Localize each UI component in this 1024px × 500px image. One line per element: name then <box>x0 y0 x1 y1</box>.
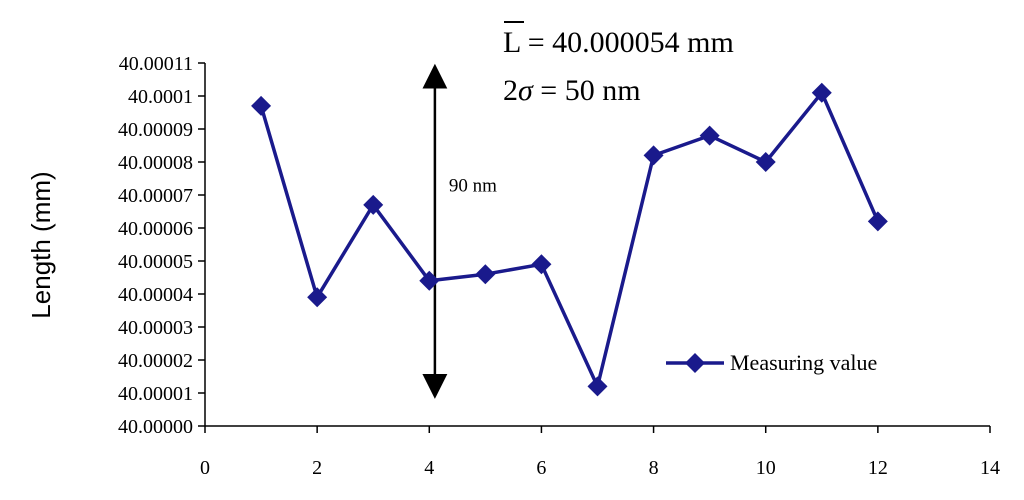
data-point <box>643 145 664 166</box>
x-tick-label: 0 <box>200 457 210 479</box>
y-tick-label: 40.00009 <box>118 119 193 141</box>
y-tick-label: 40.00003 <box>118 317 193 339</box>
y-tick-label: 40.00002 <box>118 350 193 372</box>
mean-value-text: = 40.000054 mm <box>520 26 734 59</box>
axes <box>204 63 990 427</box>
y-tick-label: 40.00007 <box>118 185 193 207</box>
data-point <box>251 95 272 116</box>
data-point <box>363 194 384 215</box>
data-point <box>475 264 496 285</box>
y-ticks: 40.00000 40.00001 40.00002 40.00003 40.00004… <box>118 53 205 438</box>
sigma-symbol: σ <box>518 74 534 107</box>
range-label: 90 nm <box>449 175 497 196</box>
y-tick-label: 40.00001 <box>118 383 193 405</box>
legend-marker <box>685 353 705 373</box>
y-tick-label: 40.00008 <box>118 152 193 174</box>
y-tick-label: 40.0001 <box>128 86 193 108</box>
svg-text:L = 40.000054 mm: L = 40.000054 mm <box>503 26 734 59</box>
x-tick-label: 4 <box>424 457 434 479</box>
y-axis-label: Length (mm) <box>26 171 56 318</box>
data-point <box>867 211 888 232</box>
data-point <box>531 254 552 275</box>
x-tick-label: 6 <box>536 457 546 479</box>
series-line <box>259 90 880 389</box>
y-tick-label: 40.00011 <box>119 53 193 75</box>
x-tick-label: 8 <box>649 457 659 479</box>
data-point <box>699 125 720 146</box>
legend: Measuring value <box>666 350 877 375</box>
x-tick-label: 14 <box>980 457 1000 479</box>
x-tick-label: 2 <box>312 457 322 479</box>
x-tick-label: 12 <box>868 457 888 479</box>
x-ticks: 0 2 4 6 8 10 12 14 <box>200 426 1000 479</box>
mean-annotation: L = 40.000054 mm <box>503 21 734 59</box>
y-tick-label: 40.00004 <box>118 284 193 306</box>
sigma-value-text: = 50 nm <box>533 74 641 107</box>
data-point <box>307 287 328 308</box>
mean-symbol: L <box>503 26 520 59</box>
legend-label: Measuring value <box>730 350 877 375</box>
sigma-annotation: 2σ = 50 nm <box>503 74 641 107</box>
data-point <box>755 152 776 172</box>
y-tick-label: 40.00005 <box>118 251 193 273</box>
data-point <box>811 82 832 103</box>
data-point <box>587 376 608 397</box>
series-layer <box>251 82 888 397</box>
sigma-prefix: 2 <box>503 74 518 107</box>
y-tick-label: 40.00000 <box>118 416 193 438</box>
x-tick-label: 10 <box>756 457 776 479</box>
y-tick-label: 40.00006 <box>118 218 193 240</box>
data-point <box>419 270 440 291</box>
